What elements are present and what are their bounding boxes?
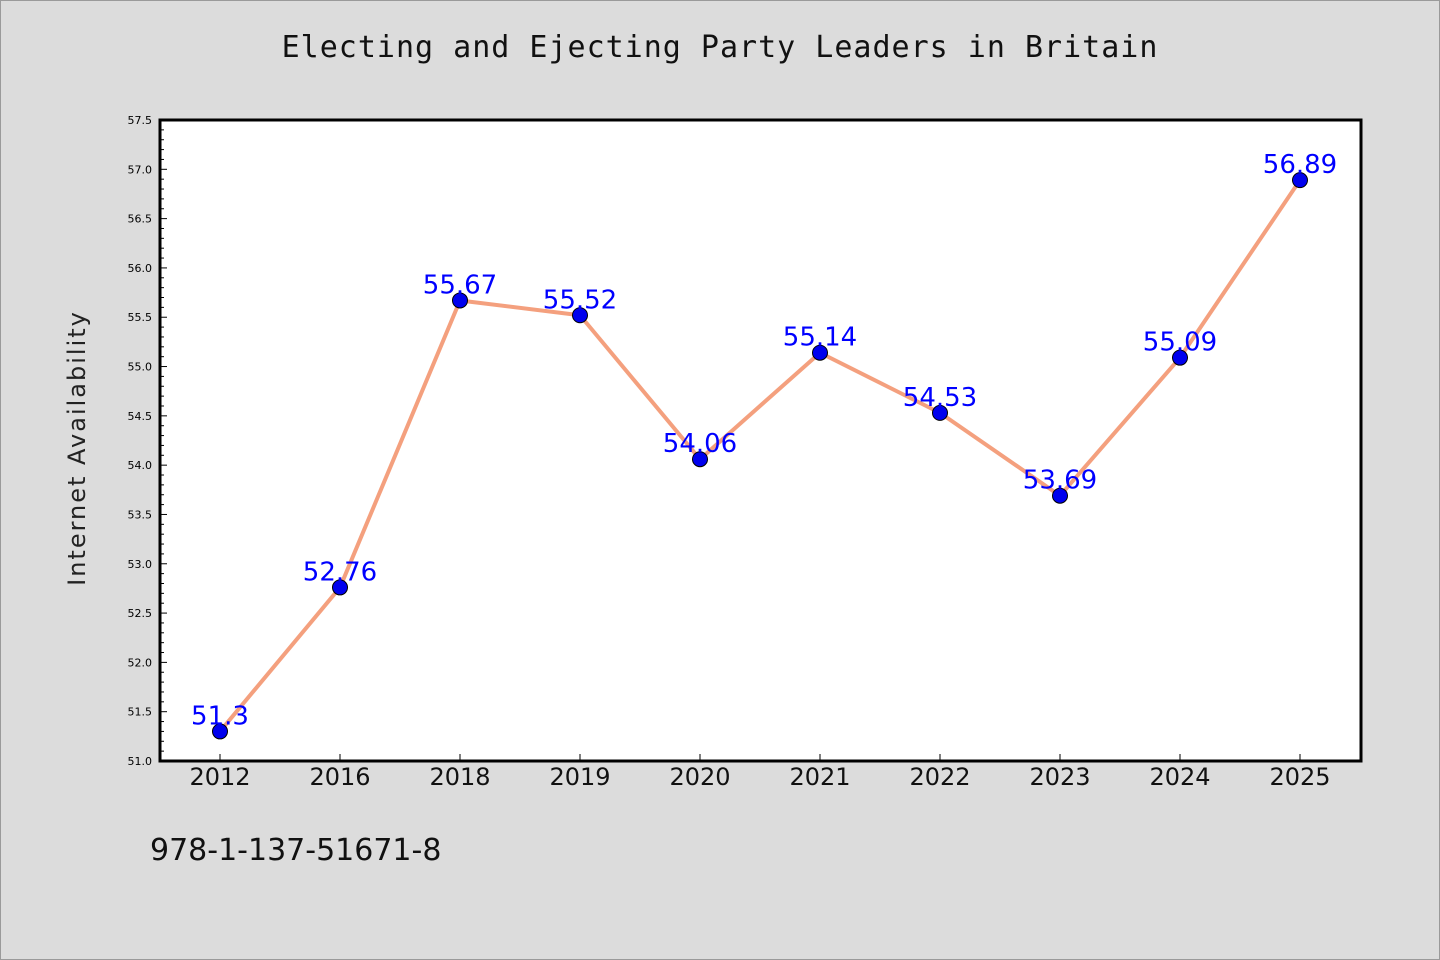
isbn-text: 978-1-137-51671-8 <box>150 833 442 868</box>
series-line <box>218 178 1302 734</box>
data-label: 55.14 <box>783 323 857 353</box>
data-label: 53.69 <box>1023 466 1097 496</box>
data-label: 54.53 <box>903 383 977 413</box>
x-tick-label: 2018 <box>429 763 490 791</box>
y-tick-label: 56.5 <box>128 213 153 226</box>
y-tick-label: 51.5 <box>128 706 153 719</box>
data-label: 55.09 <box>1143 328 1217 358</box>
y-tick-label: 51.0 <box>128 755 153 768</box>
data-label: 55.67 <box>423 270 497 300</box>
data-point <box>932 404 948 421</box>
plot-area <box>160 120 1361 761</box>
y-tick-label: 52.5 <box>128 607 153 620</box>
data-labels: 51.3 52.76 55.67 55.52 54.06 55.14 54.53 53.69 5… <box>191 150 1337 731</box>
chart-title: Electing and Ejecting Party Leaders in B… <box>281 30 1159 65</box>
x-tick-label: 2012 <box>189 763 250 791</box>
x-tick-label: 2021 <box>789 763 850 791</box>
x-tick-label: 2025 <box>1269 763 1330 791</box>
data-point <box>1172 349 1188 366</box>
data-point <box>572 307 588 324</box>
y-tick-label: 57.5 <box>128 114 153 127</box>
y-tick-label: 57.0 <box>128 163 153 176</box>
data-label: 52.76 <box>303 557 377 587</box>
data-point <box>452 292 468 309</box>
x-tick-label: 2024 <box>1149 763 1210 791</box>
x-tick-label: 2016 <box>309 763 370 791</box>
y-tick-label: 55.5 <box>128 311 153 324</box>
x-tick-label: 2020 <box>669 763 730 791</box>
y-tick-label: 55.0 <box>128 361 153 374</box>
x-tick-label: 2019 <box>549 763 610 791</box>
data-markers <box>212 172 1308 740</box>
x-tick-label: 2022 <box>909 763 970 791</box>
y-tick-label: 56.0 <box>128 262 153 275</box>
data-label: 55.52 <box>543 285 617 315</box>
data-point <box>812 344 828 361</box>
data-label: 51.3 <box>191 701 249 731</box>
y-tick-label: 53.0 <box>128 558 153 571</box>
data-point <box>692 451 708 468</box>
data-point <box>212 723 228 740</box>
data-point <box>1292 172 1308 189</box>
y-tick-label: 54.5 <box>128 410 153 423</box>
data-label: 54.06 <box>663 429 737 459</box>
y-tick-label: 52.0 <box>128 656 153 669</box>
y-tick-label: 53.5 <box>128 508 153 521</box>
data-point <box>1052 487 1068 504</box>
y-tick-label: 54.0 <box>128 459 153 472</box>
data-label: 56.89 <box>1263 150 1337 180</box>
x-axis-ticks: 2012 2016 2018 2019 2020 2021 2022 2023 2024 2025 <box>189 754 1331 791</box>
plot-border <box>158 118 1363 763</box>
x-tick-label: 2023 <box>1029 763 1090 791</box>
data-point <box>332 579 348 596</box>
